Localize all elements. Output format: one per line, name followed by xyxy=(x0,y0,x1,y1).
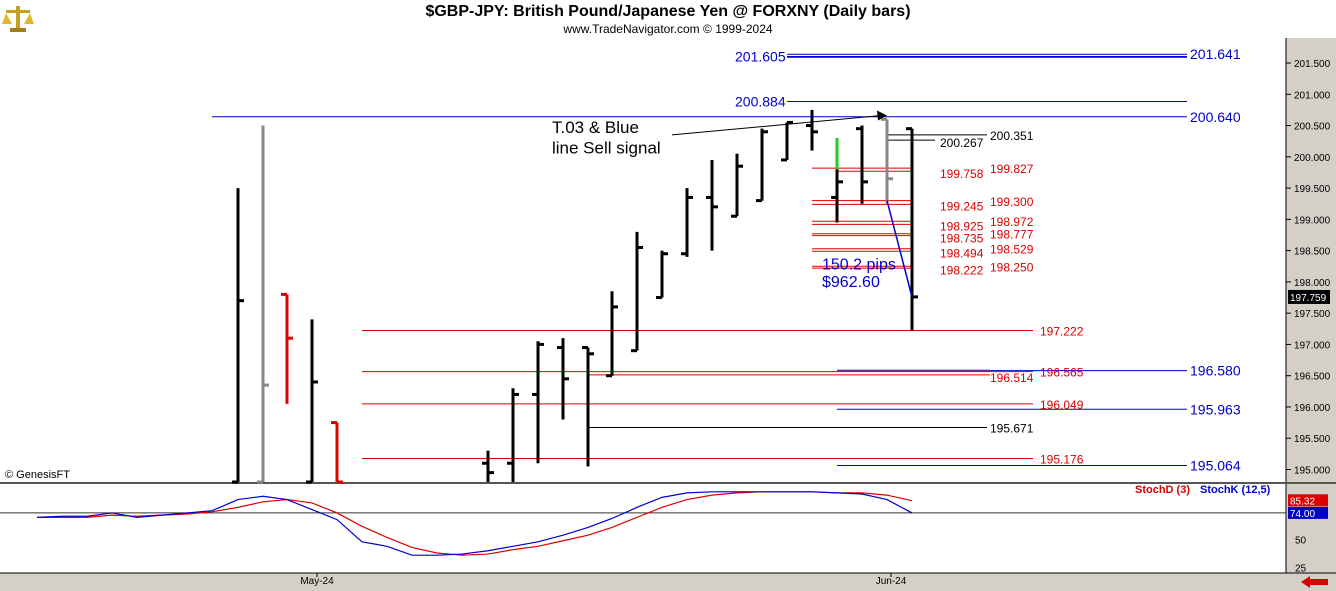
stoch-d-value-box xyxy=(1288,494,1328,507)
red-level-label: 199.245 xyxy=(940,200,984,214)
stoch-tick-label: 25 xyxy=(1295,563,1307,574)
ohlc-bar xyxy=(731,153,743,218)
price-tick-label: 198.000 xyxy=(1294,278,1331,289)
ohlc-bar xyxy=(681,188,693,257)
red-level-label: 198.222 xyxy=(940,263,984,277)
price-tick-label: 196.000 xyxy=(1294,403,1331,414)
red-level-label: 196.049 xyxy=(1040,398,1084,412)
red-level-label: 195.176 xyxy=(1040,452,1084,466)
price-tick-label: 199.500 xyxy=(1294,184,1331,195)
ohlc-bar xyxy=(482,450,494,482)
price-axis-panel xyxy=(1286,38,1336,573)
ohlc-bar xyxy=(881,117,893,204)
red-level-label: 199.827 xyxy=(990,162,1034,176)
ohlc-bar xyxy=(906,127,918,331)
ohlc-bar xyxy=(257,125,269,484)
ohlc-bar xyxy=(306,319,318,484)
price-tick-label: 195.500 xyxy=(1294,434,1331,445)
blue-level-label: 195.963 xyxy=(1190,401,1241,417)
price-panel xyxy=(0,38,1286,482)
stoch-k-line xyxy=(36,491,913,556)
stochastic-panel xyxy=(0,484,1286,573)
ohlc-bar xyxy=(606,291,618,378)
scale-logo-icon xyxy=(2,6,34,32)
price-tick-label: 195.000 xyxy=(1294,465,1331,476)
ohlc-bar xyxy=(706,159,718,251)
ohlc-bar xyxy=(856,125,868,204)
chart-subtitle: www.TradeNavigator.com © 1999-2024 xyxy=(563,22,773,36)
blue-level-label: 200.640 xyxy=(1190,109,1241,125)
red-level-label: 196.565 xyxy=(1040,366,1084,380)
price-tick-label: 200.500 xyxy=(1294,122,1331,133)
red-level-label: 198.972 xyxy=(990,215,1034,229)
price-tick-label: 197.500 xyxy=(1294,309,1331,320)
ohlc-bar xyxy=(781,120,793,162)
black-level-label: 200.351 xyxy=(990,129,1034,143)
black-level-label: 200.267 xyxy=(940,136,984,150)
price-tick-label: 201.500 xyxy=(1294,59,1331,70)
date-tick-label: Jun-24 xyxy=(876,576,907,587)
red-level-label: 197.222 xyxy=(1040,325,1084,339)
red-level-label: 199.300 xyxy=(990,195,1034,209)
chart-header: $GBP-JPY: British Pound/Japanese Yen @ F… xyxy=(0,0,1336,38)
annotation-arrow-line xyxy=(671,115,882,136)
red-level-label: 198.529 xyxy=(990,243,1034,257)
blue-level-label: 196.580 xyxy=(1190,363,1241,379)
ohlc-bar xyxy=(756,128,768,203)
ohlc-bar xyxy=(557,338,569,420)
price-tick-label: 199.000 xyxy=(1294,215,1331,226)
genesis-watermark: © GenesisFT xyxy=(5,469,70,481)
blue-level-label: 195.064 xyxy=(1190,457,1241,473)
price-tick-label: 196.500 xyxy=(1294,372,1331,383)
ohlc-bar xyxy=(582,346,594,467)
red-level-label: 198.925 xyxy=(940,220,984,234)
ohlc-bar xyxy=(631,231,643,353)
stoch-d-value: 85.32 xyxy=(1290,496,1315,507)
ohlc-bar xyxy=(656,250,668,300)
red-level-label: 198.735 xyxy=(940,231,984,245)
pip-move-line xyxy=(886,200,913,298)
stoch-d-legend: StochD (3) xyxy=(1135,484,1190,496)
blue-level-label: 200.884 xyxy=(735,94,786,110)
stoch-k-legend: StochK (12,5) xyxy=(1200,484,1271,496)
current-price-label: 197.759 xyxy=(1290,293,1327,304)
chart-annotation: T.03 & Blue xyxy=(552,118,639,137)
blue-level-label: 201.605 xyxy=(735,48,786,64)
chart-title: $GBP-JPY: British Pound/Japanese Yen @ F… xyxy=(425,3,911,20)
price-tick-label: 201.000 xyxy=(1294,90,1331,101)
red-level-label: 198.494 xyxy=(940,246,984,260)
black-level-label: 195.671 xyxy=(990,422,1034,436)
annotation-arrow-head xyxy=(877,110,887,121)
price-tick-label: 197.000 xyxy=(1294,340,1331,351)
chart-annotation: line Sell signal xyxy=(552,139,661,158)
date-tick-label: May-24 xyxy=(300,576,334,587)
stoch-k-value-box xyxy=(1288,506,1328,519)
date-axis xyxy=(0,573,1336,591)
blue-level-label: 201.641 xyxy=(1190,46,1241,62)
ohlc-bar xyxy=(507,388,519,482)
red-level-label: 198.250 xyxy=(990,260,1034,274)
current-price-box xyxy=(1288,289,1330,304)
red-level-label: 198.777 xyxy=(990,228,1034,242)
red-level-label: 199.758 xyxy=(940,167,984,181)
red-level-label: 196.514 xyxy=(990,371,1034,385)
stoch-k-value: 74.00 xyxy=(1290,509,1315,520)
chart-annotation: $962.60 xyxy=(822,274,880,291)
scroll-left-arrow-icon[interactable] xyxy=(1301,576,1328,588)
price-tick-label: 200.000 xyxy=(1294,153,1331,164)
ohlc-bar xyxy=(532,341,544,464)
chart-annotation: 150.2 pips xyxy=(822,256,896,273)
price-tick-label: 198.500 xyxy=(1294,247,1331,258)
stoch-tick-label: 50 xyxy=(1295,536,1307,547)
ohlc-bar xyxy=(331,421,343,484)
ohlc-bar xyxy=(281,292,293,404)
ohlc-bar xyxy=(806,109,818,151)
ohlc-bar xyxy=(232,188,244,484)
